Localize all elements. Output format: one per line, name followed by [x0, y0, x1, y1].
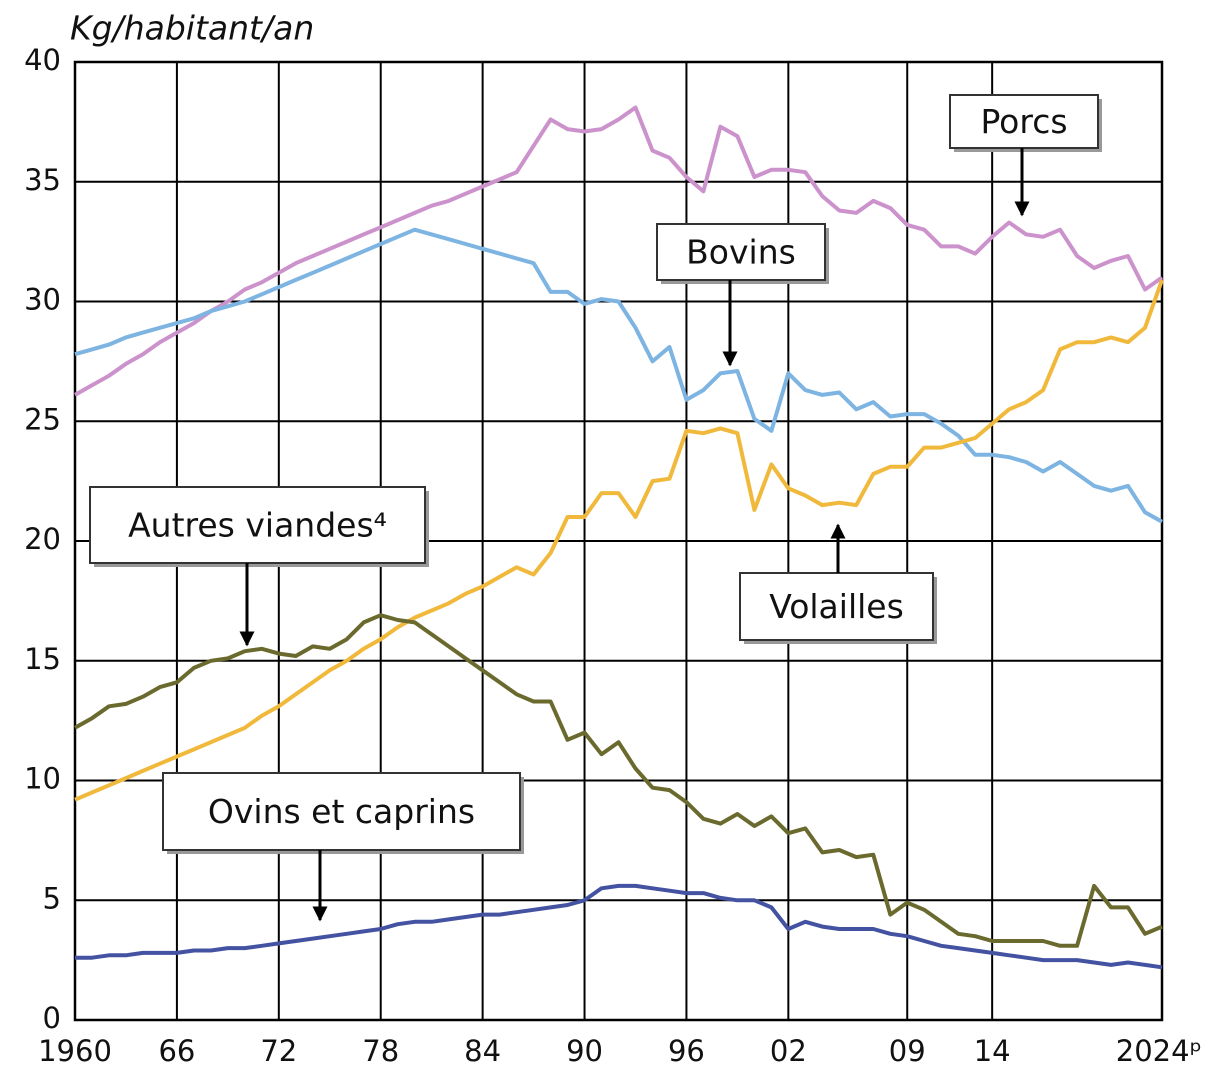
legend-label: Volailles — [769, 587, 904, 626]
y-tick-label: 0 — [43, 1001, 61, 1035]
x-tick-label: 90 — [566, 1034, 603, 1068]
y-tick-label: 20 — [24, 522, 61, 556]
series-line — [74, 227, 1163, 524]
x-tick-label: 2024ᵖ — [1116, 1034, 1202, 1068]
annotation-box — [949, 94, 1099, 149]
x-tick-label: 1960 — [38, 1034, 112, 1068]
x-tick-label: 09 — [889, 1034, 926, 1068]
x-tick-label: 78 — [362, 1034, 399, 1068]
legend-label: Autres viandes⁴ — [128, 506, 387, 545]
x-tick-label: 14 — [974, 1034, 1011, 1068]
y-tick-label: 10 — [24, 762, 61, 796]
legend-label: Porcs — [980, 102, 1067, 141]
x-tick-label: 02 — [770, 1034, 807, 1068]
series-line — [74, 613, 1163, 948]
series-line — [74, 105, 1164, 397]
y-tick-label: 40 — [24, 43, 61, 77]
annotation-box — [89, 486, 426, 564]
annotation-box — [656, 223, 826, 281]
y-tick-label: 15 — [24, 642, 61, 676]
x-tick-label: 66 — [158, 1034, 195, 1068]
legend-label: Bovins — [686, 233, 796, 272]
annotation-box — [739, 572, 934, 641]
legend-label: Ovins et caprins — [208, 792, 475, 831]
y-tick-label: 35 — [24, 163, 61, 197]
x-tick-label: 84 — [464, 1034, 501, 1068]
series-line — [75, 883, 1163, 970]
y-tick-label: 30 — [24, 283, 61, 317]
y-axis-label: Kg/habitant/an — [70, 9, 314, 48]
x-tick-label: 72 — [260, 1034, 297, 1068]
series-line — [74, 279, 1164, 802]
x-tick-label: 96 — [668, 1034, 705, 1068]
annotation-box — [162, 772, 521, 851]
plot-frame — [73, 60, 1164, 1022]
y-tick-label: 25 — [24, 402, 61, 436]
y-tick-label: 5 — [43, 881, 61, 915]
